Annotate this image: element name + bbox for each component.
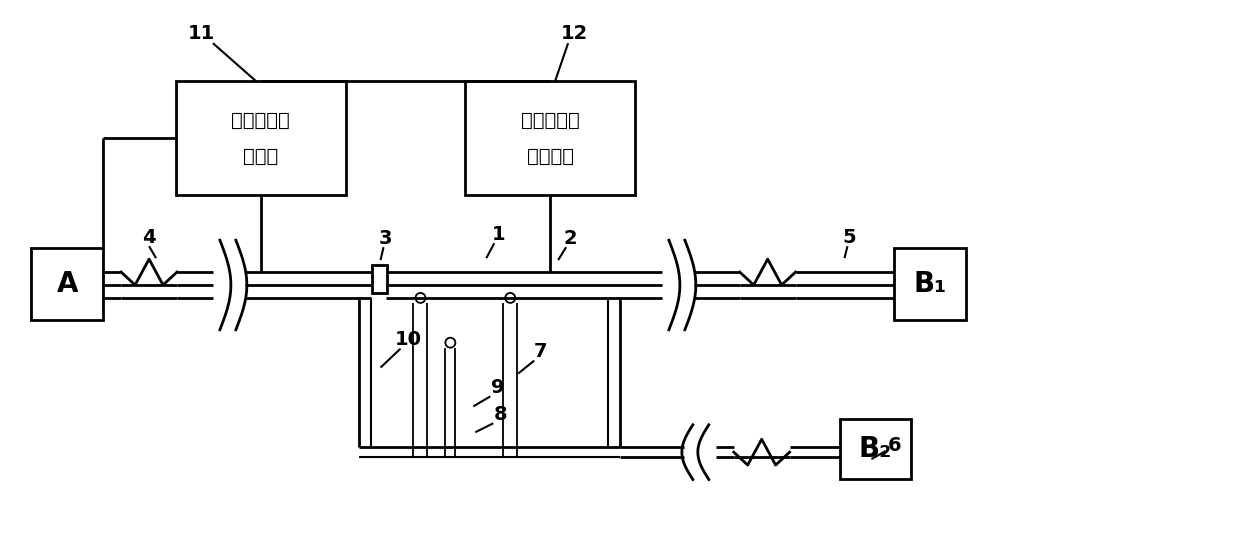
Text: 测系统: 测系统 (243, 147, 279, 166)
Text: 8: 8 (494, 405, 507, 424)
Text: 4: 4 (143, 228, 156, 247)
Text: 10: 10 (396, 330, 422, 349)
Bar (839, 419, 911, 479)
Bar (176, 81, 346, 195)
Text: 7: 7 (533, 342, 547, 361)
Text: B₂: B₂ (859, 435, 892, 463)
Text: 3: 3 (378, 228, 392, 248)
Text: B₁: B₁ (914, 270, 947, 298)
Text: 光电信号检: 光电信号检 (232, 111, 290, 130)
Text: 1: 1 (491, 225, 505, 244)
Text: 11: 11 (187, 24, 215, 43)
Bar (372, 265, 387, 293)
Bar (894, 248, 966, 320)
Bar (465, 81, 635, 195)
Bar (31, 248, 103, 320)
Text: 2: 2 (563, 228, 577, 248)
Text: 处理系统: 处理系统 (527, 147, 574, 166)
Text: 5: 5 (843, 228, 857, 247)
Text: 计算机信号: 计算机信号 (521, 111, 579, 130)
Text: 6: 6 (888, 436, 901, 455)
Text: A: A (57, 270, 78, 298)
Text: 12: 12 (560, 24, 588, 43)
Text: 9: 9 (491, 378, 503, 397)
